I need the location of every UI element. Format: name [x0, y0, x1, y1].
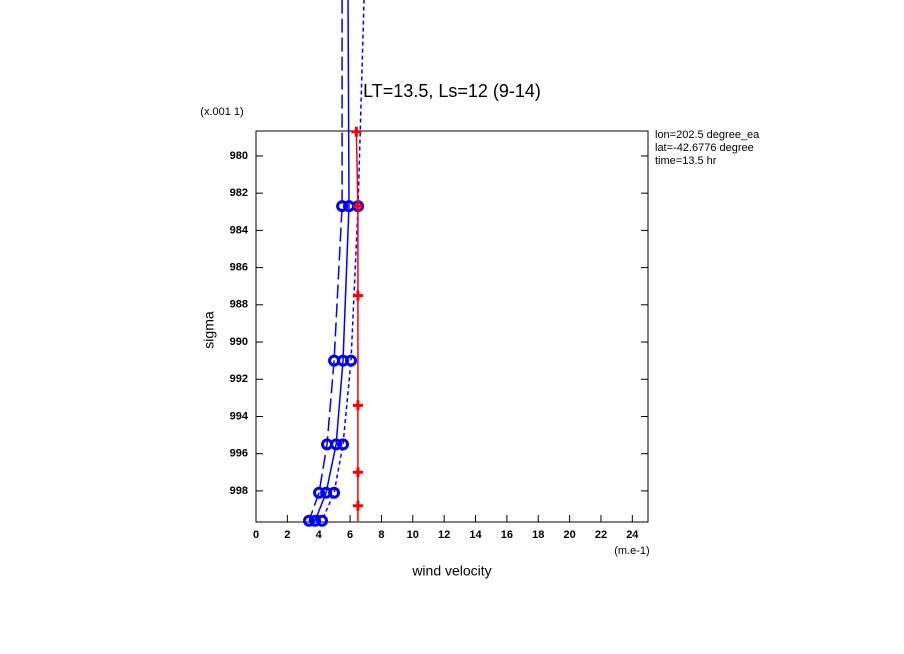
x-tick-label: 20	[563, 529, 575, 541]
y-tick-label: 986	[230, 262, 248, 274]
x-unit-label: (m.e-1)	[614, 545, 649, 557]
point	[313, 486, 326, 499]
plot-frame	[255, 130, 649, 523]
x-tick-label: 24	[626, 529, 639, 541]
point	[309, 514, 322, 527]
x-tick-label: 18	[532, 529, 544, 541]
annotations: lon=202.5 degree_ea lat=-42.6776 degree …	[655, 129, 760, 167]
point	[352, 467, 363, 478]
x-tick-label: 12	[438, 529, 450, 541]
x-tick-label: 2	[284, 529, 290, 541]
y-tick-label: 984	[230, 224, 249, 236]
point	[352, 400, 363, 411]
point	[336, 200, 349, 213]
y-unit-label: (x.001 1)	[200, 106, 243, 118]
point	[345, 354, 358, 367]
y-axis-label: sigma	[201, 311, 217, 349]
annotation: lat=-42.6776 degree	[655, 142, 754, 154]
x-tick-label: 0	[253, 529, 259, 541]
chart-title: LT=13.5, Ls=12 (9-14)	[363, 81, 541, 101]
x-tick-label: 8	[378, 529, 384, 541]
point	[302, 514, 315, 527]
point	[352, 290, 363, 301]
point	[316, 514, 329, 527]
y-tick-label: 982	[230, 187, 248, 199]
profile-line	[308, 0, 343, 521]
x-tick-label: 6	[347, 529, 353, 541]
x-tick-label: 14	[469, 529, 482, 541]
x-axis-label: wind velocity	[411, 563, 491, 579]
point	[351, 126, 362, 137]
x-tick-label: 16	[501, 529, 513, 541]
y-tick-label: 998	[230, 485, 248, 497]
x-tick-label: 22	[595, 529, 607, 541]
x-tick-label: 10	[407, 529, 419, 541]
y-tick-label: 992	[230, 373, 248, 385]
y-tick-label: 996	[230, 448, 248, 460]
y-tick-label: 994	[230, 410, 249, 422]
profile-line	[355, 131, 359, 523]
point	[330, 438, 343, 451]
y-tick-label: 980	[230, 150, 248, 162]
y-tick-label: 990	[230, 336, 248, 348]
annotation: time=13.5 hr	[655, 155, 717, 167]
x-tick-label: 4	[316, 529, 323, 541]
annotation: lon=202.5 degree_ea	[655, 129, 760, 141]
point	[352, 201, 363, 212]
point	[337, 438, 350, 451]
point	[328, 486, 341, 499]
y-tick-label: 988	[230, 299, 248, 311]
point	[352, 500, 363, 511]
